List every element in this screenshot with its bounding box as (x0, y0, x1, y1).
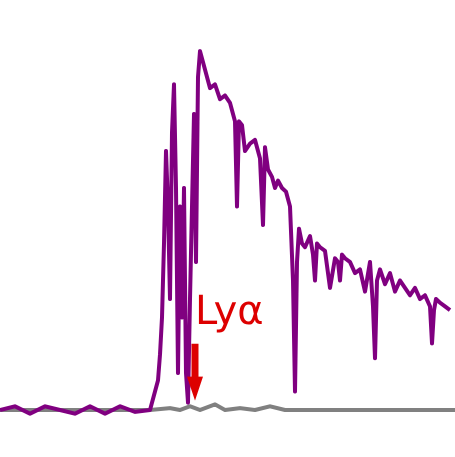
lya-annotation-label: Lyα (195, 288, 264, 334)
spectrum-flux-line (0, 49, 452, 416)
spectrum-noise-line (0, 402, 455, 412)
lya-arrow-head (187, 376, 203, 401)
series-layer (0, 49, 455, 416)
annotation-layer: Lyα (187, 288, 264, 401)
